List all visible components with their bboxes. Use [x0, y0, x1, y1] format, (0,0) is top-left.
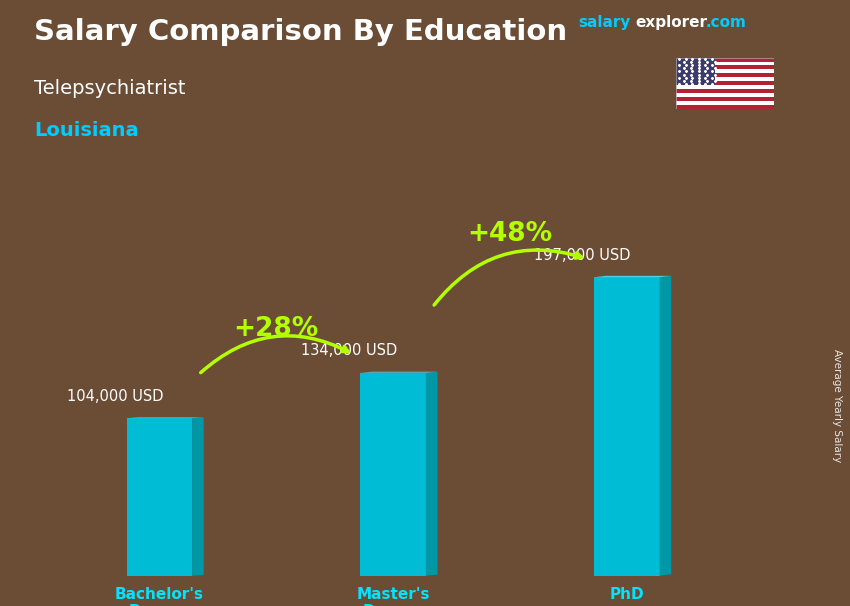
- Text: Salary Comparison By Education: Salary Comparison By Education: [34, 18, 567, 46]
- Polygon shape: [360, 371, 438, 373]
- Polygon shape: [426, 371, 438, 576]
- Bar: [676, 105, 774, 109]
- Bar: [676, 58, 774, 62]
- Polygon shape: [360, 373, 426, 576]
- Polygon shape: [127, 418, 192, 576]
- Bar: [676, 85, 774, 89]
- Bar: [676, 58, 715, 85]
- Text: salary: salary: [578, 15, 631, 30]
- Text: explorer: explorer: [636, 15, 708, 30]
- Bar: [676, 101, 774, 105]
- Text: +28%: +28%: [234, 316, 319, 342]
- Text: 104,000 USD: 104,000 USD: [66, 388, 163, 404]
- Bar: [676, 65, 774, 70]
- Text: Louisiana: Louisiana: [34, 121, 139, 140]
- Text: Telepsychiatrist: Telepsychiatrist: [34, 79, 185, 98]
- Polygon shape: [594, 277, 660, 576]
- Polygon shape: [594, 276, 672, 277]
- Bar: [676, 62, 774, 65]
- Bar: [676, 78, 774, 81]
- Text: 134,000 USD: 134,000 USD: [301, 343, 397, 358]
- Bar: [676, 70, 774, 73]
- Polygon shape: [192, 418, 204, 576]
- Text: Average Yearly Salary: Average Yearly Salary: [832, 350, 842, 462]
- Text: 197,000 USD: 197,000 USD: [534, 248, 631, 262]
- Bar: [676, 89, 774, 93]
- Polygon shape: [660, 276, 672, 576]
- Bar: [676, 93, 774, 97]
- Text: .com: .com: [706, 15, 746, 30]
- Bar: [676, 97, 774, 101]
- Bar: [676, 73, 774, 78]
- Bar: [676, 81, 774, 85]
- Text: +48%: +48%: [468, 221, 552, 247]
